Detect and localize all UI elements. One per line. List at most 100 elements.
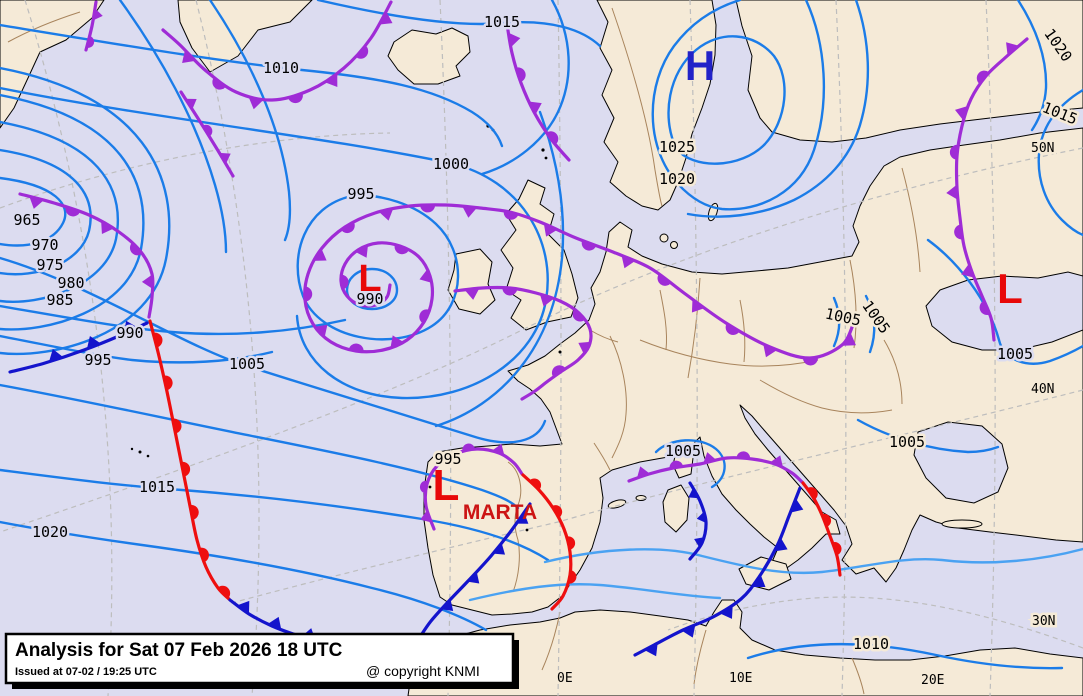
island-dots bbox=[130, 124, 562, 532]
front-pip-semicircle bbox=[832, 542, 842, 556]
pressure-system-H: H bbox=[685, 42, 715, 89]
front-pip-triangle bbox=[492, 443, 505, 455]
isobar-value-label: 990 bbox=[116, 324, 143, 342]
front-pip-triangle bbox=[49, 349, 64, 362]
front-pip-semicircle bbox=[419, 309, 430, 324]
isobar-value-label: 995 bbox=[347, 185, 374, 203]
front-pip-semicircle bbox=[949, 144, 959, 160]
front-pip-semicircle bbox=[551, 505, 563, 518]
front-pip-semicircle bbox=[551, 365, 566, 378]
coordinate-label: 0E bbox=[557, 671, 573, 686]
front-pip-semicircle bbox=[546, 131, 559, 145]
isobar-line bbox=[746, 642, 1064, 670]
isobar-line bbox=[345, 267, 399, 311]
front-pip-semicircle bbox=[304, 286, 313, 302]
isobar-value-label: 995 bbox=[434, 450, 461, 468]
front-pip-semicircle bbox=[340, 221, 355, 234]
isobar-line bbox=[0, 120, 120, 303]
isobar-value-label: 995 bbox=[84, 351, 111, 369]
isobar-line bbox=[296, 194, 460, 341]
isobar-value-label: 1005 bbox=[889, 433, 925, 451]
isobar-value-label: 1020 bbox=[659, 170, 695, 188]
front-pip-semicircle bbox=[572, 308, 586, 322]
front-pip-triangle bbox=[539, 293, 555, 307]
isobar-value-label: 980 bbox=[57, 274, 84, 292]
front-pip-semicircle bbox=[202, 124, 213, 137]
isobar-line bbox=[434, 110, 565, 428]
front-pip-triangle bbox=[141, 274, 154, 290]
isobar-line bbox=[1016, 0, 1048, 132]
storm-name-label: MARTA bbox=[463, 501, 537, 524]
front-pip-triangle bbox=[681, 624, 696, 638]
isobar-value-label: 1015 bbox=[139, 478, 175, 496]
front-pip-triangle bbox=[86, 336, 101, 349]
front-pip-semicircle bbox=[736, 451, 751, 459]
front-pip-semicircle bbox=[581, 240, 597, 251]
front-pip-triangle bbox=[236, 600, 250, 615]
front-pip-semicircle bbox=[529, 478, 542, 490]
front-pip-triangle bbox=[955, 105, 968, 121]
front-pip-semicircle bbox=[419, 480, 428, 494]
isobar-value-label: 1020 bbox=[32, 523, 68, 541]
front-pip-triangle bbox=[770, 455, 783, 468]
front-pip-triangle bbox=[961, 263, 975, 278]
front-pip-triangle bbox=[691, 299, 705, 313]
front-pip-triangle bbox=[543, 223, 558, 237]
front-pip-triangle bbox=[578, 341, 592, 355]
front-pip-triangle bbox=[752, 574, 766, 588]
isobar-line bbox=[686, 0, 870, 218]
isobar-line bbox=[316, 0, 602, 48]
isobar-line bbox=[0, 468, 550, 562]
isobar-line bbox=[543, 547, 1083, 575]
copyright-text: @ copyright KNMI bbox=[366, 663, 480, 679]
front-pip-semicircle bbox=[217, 585, 231, 599]
front-pip-triangle bbox=[378, 208, 394, 221]
coordinate-label: 50N bbox=[1031, 141, 1054, 156]
pressure-system-L: L bbox=[358, 258, 381, 300]
front-pip-semicircle bbox=[657, 273, 671, 286]
isobar-line bbox=[468, 583, 722, 602]
coordinate-label: 10E bbox=[729, 671, 752, 686]
front-occluded bbox=[84, 0, 98, 52]
front-pip-semicircle bbox=[348, 343, 364, 353]
isobar-line bbox=[118, 0, 228, 254]
isobar-line bbox=[651, 0, 826, 211]
isobar-value-label: 1010 bbox=[853, 635, 889, 653]
isobar-line bbox=[832, 296, 841, 348]
front-pip-triangle bbox=[688, 487, 699, 499]
front-occluded bbox=[453, 285, 593, 401]
front-pip-triangle bbox=[703, 452, 717, 464]
front-pip-triangle bbox=[694, 537, 705, 549]
front-pip-triangle bbox=[354, 244, 369, 258]
front-pip-triangle bbox=[248, 96, 264, 110]
isobar-line bbox=[1037, 88, 1083, 237]
front-pip-triangle bbox=[314, 324, 328, 338]
front-pip-triangle bbox=[644, 643, 658, 657]
front-pip-triangle bbox=[493, 543, 506, 555]
pressure-system-L: L bbox=[997, 265, 1023, 312]
front-pip-semicircle bbox=[802, 357, 818, 366]
front-pip-triangle bbox=[621, 255, 636, 269]
coordinate-label: 20E bbox=[921, 673, 944, 688]
front-pip-semicircle bbox=[212, 77, 226, 90]
isobar-line bbox=[667, 35, 786, 165]
front-pip-triangle bbox=[219, 152, 231, 164]
weather-fronts bbox=[8, 0, 1029, 657]
pressure-system-L: L bbox=[433, 461, 460, 510]
isobar-value-label: 970 bbox=[31, 236, 58, 254]
front-pip-semicircle bbox=[725, 323, 740, 335]
issued-timestamp: Issued at 07-02 / 19:25 UTC bbox=[15, 666, 157, 678]
front-pip-semicircle bbox=[172, 418, 182, 434]
front-pip-triangle bbox=[313, 248, 327, 261]
front-pip-semicircle bbox=[163, 375, 173, 391]
inland-seas bbox=[913, 271, 1083, 504]
isobar-value-label: 985 bbox=[46, 291, 73, 309]
front-pip-triangle bbox=[508, 32, 521, 48]
front-pip-semicircle bbox=[420, 204, 436, 213]
front-pip-semicircle bbox=[65, 206, 81, 217]
front-occluded bbox=[18, 192, 155, 319]
front-pip-triangle bbox=[464, 288, 480, 300]
front-pip-triangle bbox=[29, 196, 44, 209]
